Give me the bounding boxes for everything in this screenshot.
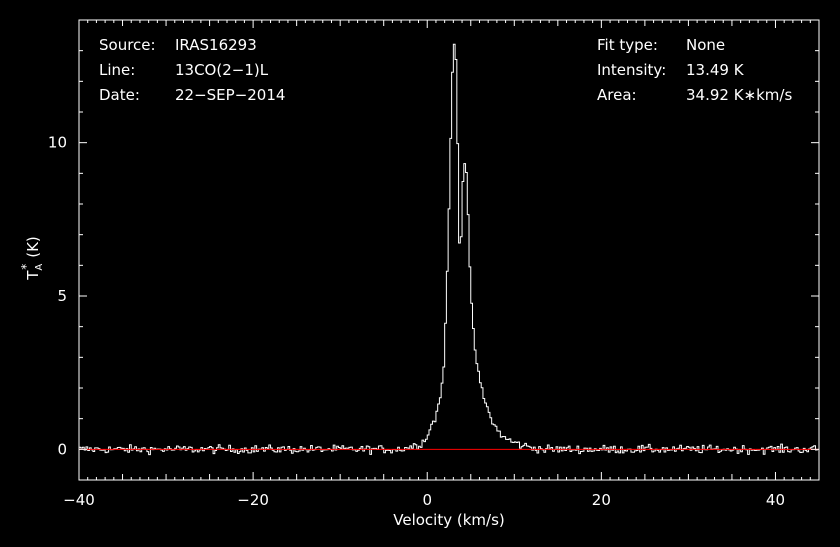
info-left-value: 22−SEP−2014 [175,86,285,104]
y-tick-label: 10 [48,134,67,152]
y-tick-label: 5 [57,287,67,305]
info-left-label: Date: [99,86,140,104]
x-tick-label: −40 [63,491,95,509]
y-axis-label-sub: A [34,264,45,271]
text-layer: Velocity (km/s) TA* (K) −40 −20 0 20 40 0 5 10 So… [19,36,792,529]
plot-frame [78,19,820,481]
x-tick-label: 20 [592,491,611,509]
info-right-label: Fit type: [597,36,658,54]
y-tick-label: 0 [57,440,67,458]
info-right-value: 34.92 K∗km/s [686,86,792,104]
info-left-label: Line: [99,61,135,79]
spectrum-line [79,43,819,456]
x-tick-label: −20 [237,491,269,509]
x-axis-label: Velocity (km/s) [393,511,504,529]
spectrum-layer [79,43,819,456]
x-tick-label: 40 [766,491,785,509]
info-right-label: Area: [597,86,637,104]
y-axis-label: TA* (K) [19,236,45,281]
ticks-layer [78,19,820,481]
x-tick-label: 0 [422,491,432,509]
info-right-value: None [686,36,725,54]
y-axis-label-unit: (K) [24,236,42,258]
info-right-value: 13.49 K [686,61,745,79]
info-left-value: IRAS16293 [175,36,257,54]
info-left-value: 13CO(2−1)L [175,61,269,79]
info-left-label: Source: [99,36,156,54]
info-right-label: Intensity: [597,61,666,79]
y-axis-label-main: T [24,270,42,281]
y-axis-label-sup: * [19,264,33,270]
